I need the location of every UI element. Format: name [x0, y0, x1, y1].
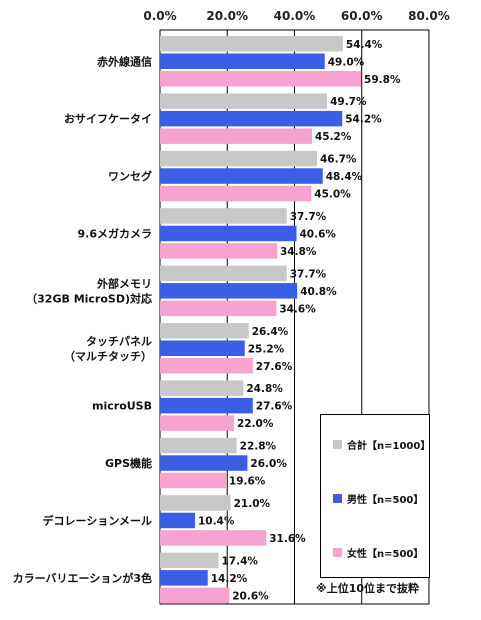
value-label: 21.0%: [234, 498, 271, 510]
bar-female: [160, 185, 312, 202]
value-label: 48.4%: [326, 171, 363, 183]
value-label: 14.2%: [211, 573, 248, 585]
legend-label-male: 男性【n=500】: [347, 495, 424, 506]
bar-female: [160, 128, 312, 144]
value-label: 24.8%: [246, 383, 283, 395]
footnote: ※上位10位まで抜粋: [316, 582, 420, 595]
x-tick-label: 80.0%: [408, 9, 450, 23]
value-label: 45.0%: [314, 189, 351, 201]
category-label: 外部メモリ: [96, 276, 152, 290]
category-label: （マルチタッチ）: [64, 350, 152, 363]
value-label: 54.2%: [345, 114, 382, 126]
category-label: （32GB MicroSD)対応: [26, 291, 152, 305]
value-label: 27.6%: [256, 401, 293, 413]
legend-swatch-female: [333, 548, 342, 557]
bar-total: [160, 380, 244, 396]
bar-male: [160, 283, 298, 299]
bar-male: [160, 168, 323, 184]
value-label: 19.6%: [229, 476, 266, 488]
legend-swatch-male: [333, 494, 342, 503]
category-label: GPS機能: [105, 456, 152, 470]
value-label: 37.7%: [290, 211, 327, 223]
bar-female: [160, 472, 226, 489]
value-label: 40.8%: [300, 286, 337, 298]
category-label: 9.6メガカメラ: [78, 226, 153, 240]
bar-total: [160, 93, 328, 109]
value-label: 31.6%: [269, 533, 306, 545]
bar-total: [160, 323, 249, 339]
category-label: デコレーションメール: [43, 513, 152, 527]
bar-male: [160, 512, 195, 529]
category-label: microUSB: [92, 400, 152, 413]
value-label: 27.6%: [256, 361, 293, 373]
value-label: 22.8%: [240, 441, 277, 453]
bar-total: [160, 265, 287, 282]
bar-male: [160, 340, 245, 356]
bar-male: [160, 110, 343, 127]
x-tick-label: 60.0%: [341, 9, 383, 23]
value-label: 40.6%: [299, 228, 336, 240]
value-label: 10.4%: [198, 515, 235, 527]
bar-female: [160, 71, 362, 87]
bar-male: [160, 397, 253, 414]
bar-female: [160, 358, 253, 374]
value-label: 22.0%: [237, 418, 274, 430]
bar-male: [160, 53, 325, 69]
bar-male: [160, 225, 297, 242]
bar-female: [160, 243, 277, 259]
legend-item-female: 女性【n=500】: [333, 545, 423, 560]
value-label: 46.7%: [320, 154, 357, 166]
legend-label-female: 女性【n=500】: [347, 549, 424, 560]
value-label: 34.6%: [279, 303, 316, 315]
legend-item-total: 合計【n=1000】: [333, 437, 430, 452]
value-label: 26.0%: [250, 458, 287, 470]
legend-item-male: 男性【n=500】: [333, 491, 423, 506]
category-label: カラーバリエーションが3色: [13, 571, 152, 585]
bar-total: [160, 150, 318, 167]
bar-total: [160, 208, 287, 224]
value-label: 34.8%: [280, 246, 317, 258]
bar-total: [160, 437, 237, 454]
value-label: 26.4%: [252, 326, 289, 338]
bar-female: [160, 300, 277, 317]
bar-female: [160, 587, 230, 604]
legend-label-total: 合計【n=1000】: [347, 441, 431, 452]
value-label: 17.4%: [221, 555, 258, 567]
x-tick-label: 40.0%: [274, 9, 316, 23]
value-label: 45.2%: [315, 131, 352, 143]
legend: 合計【n=1000】 男性【n=500】 女性【n=500】: [320, 414, 430, 578]
value-label: 59.8%: [364, 74, 401, 86]
x-tick-label: 0.0%: [143, 9, 176, 23]
category-label: 赤外線通信: [97, 54, 152, 68]
value-label: 54.4%: [346, 39, 383, 51]
bar-female: [160, 415, 234, 431]
value-label: 49.0%: [328, 56, 365, 68]
legend-swatch-total: [333, 440, 342, 449]
bar-male: [160, 455, 248, 471]
x-tick-label: 20.0%: [206, 9, 248, 23]
category-label: おサイフケータイ: [64, 113, 152, 126]
bar-total: [160, 552, 219, 569]
category-label: ワンセグ: [108, 169, 152, 183]
category-label: タッチパネル: [86, 335, 152, 348]
bar-total: [160, 36, 343, 52]
value-label: 20.6%: [232, 590, 269, 602]
value-label: 37.7%: [290, 268, 327, 280]
bar-female: [160, 530, 267, 546]
bar-male: [160, 570, 208, 586]
value-label: 25.2%: [248, 343, 285, 355]
bar-total: [160, 495, 231, 511]
value-label: 49.7%: [330, 96, 367, 108]
